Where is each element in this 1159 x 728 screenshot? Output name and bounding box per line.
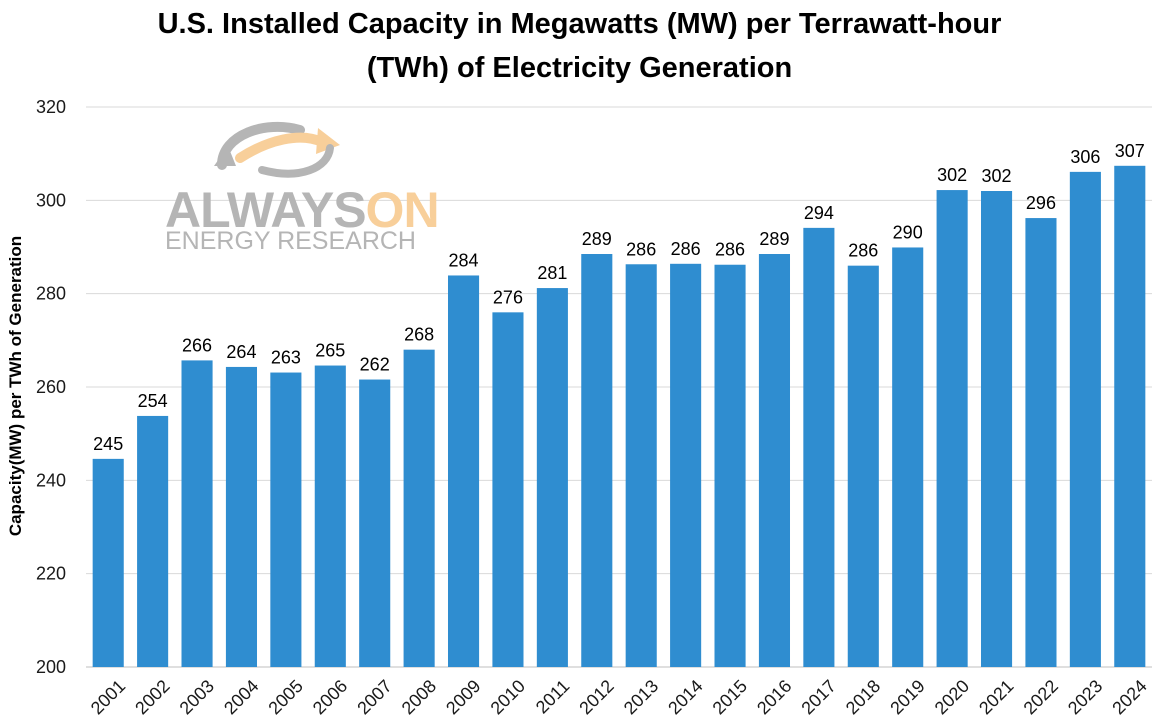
logo-word-always: ALWAYS <box>165 182 366 238</box>
bar <box>92 458 124 667</box>
chart-title: U.S. Installed Capacity in Megawatts (MW… <box>0 2 1159 90</box>
bar <box>625 264 657 667</box>
data-label: 264 <box>226 342 256 362</box>
bar <box>670 263 702 667</box>
svg-text:ALWAYSON: ALWAYSON <box>165 182 439 238</box>
x-axis-ticks: 2001 2002 2003 2004 2005 2006 2007 2008 2009 2010… <box>87 676 1151 718</box>
bar <box>714 264 746 667</box>
gridlines <box>86 106 1152 668</box>
data-label: 294 <box>804 203 834 223</box>
logo-subtitle: ENERGY RESEARCH <box>165 227 416 255</box>
x-tick-label: 2012 <box>575 676 617 718</box>
data-label: 307 <box>1115 141 1145 161</box>
x-tick-label: 2017 <box>797 676 839 718</box>
x-tick-label: 2011 <box>532 676 574 718</box>
data-label: 268 <box>404 325 434 345</box>
bars <box>92 165 1146 668</box>
bar <box>181 360 213 667</box>
data-label: 296 <box>1026 193 1056 213</box>
bar <box>492 312 524 667</box>
bar <box>137 415 169 667</box>
data-label: 286 <box>715 240 745 260</box>
bar <box>225 366 258 667</box>
x-tick-label: 2001 <box>87 676 129 718</box>
x-tick-label: 2013 <box>620 676 662 718</box>
data-label: 286 <box>626 239 656 259</box>
y-tick-label: 240 <box>36 470 66 490</box>
bar <box>758 254 791 667</box>
data-label: 262 <box>360 355 390 375</box>
data-label: 281 <box>537 263 567 283</box>
x-tick-label: 2023 <box>1064 676 1106 718</box>
swoosh-arrows-icon <box>214 121 340 178</box>
x-tick-label: 2016 <box>753 676 795 718</box>
data-labels: 245 254 266 264 263 265 262 268 284 276 281 289 286 2… <box>93 141 1145 454</box>
logo-word-on: ON <box>366 182 439 238</box>
x-tick-label: 2022 <box>1020 676 1062 718</box>
x-tick-label: 2004 <box>220 676 262 718</box>
y-axis-label: Capacity(MW) per TWh of Generation <box>6 236 25 536</box>
x-tick-label: 2024 <box>1108 676 1150 718</box>
x-tick-label: 2019 <box>886 676 928 718</box>
x-tick-label: 2009 <box>442 676 484 718</box>
y-tick-label: 300 <box>36 190 66 210</box>
x-tick-label: 2005 <box>264 676 306 718</box>
x-tick-label: 2008 <box>398 676 440 718</box>
data-label: 276 <box>493 287 523 307</box>
bar <box>536 288 568 667</box>
y-tick-label: 260 <box>36 377 66 397</box>
chart-title-line-1: U.S. Installed Capacity in Megawatts (MW… <box>157 8 1002 40</box>
bar <box>980 191 1013 667</box>
bar <box>847 265 879 667</box>
bar <box>447 275 480 667</box>
bar <box>359 379 391 667</box>
data-label: 306 <box>1070 147 1100 167</box>
x-tick-label: 2018 <box>842 676 884 718</box>
data-label: 263 <box>271 348 301 368</box>
bar <box>1069 171 1101 667</box>
alwayson-logo: ALWAYSON ENERGY RESEARCH <box>165 121 440 255</box>
x-tick-label: 2003 <box>176 676 218 718</box>
data-label: 266 <box>182 335 212 355</box>
bar <box>1025 218 1057 668</box>
x-tick-label: 2015 <box>709 676 751 718</box>
bar <box>1114 165 1146 668</box>
data-label: 289 <box>582 229 612 249</box>
x-tick-label: 2021 <box>975 676 1017 718</box>
chart-title-line-2: (TWh) of Electricity Generation <box>366 52 793 84</box>
y-tick-label: 200 <box>36 657 66 677</box>
bar <box>270 372 302 667</box>
bar <box>314 365 346 667</box>
x-tick-label: 2002 <box>131 676 173 718</box>
y-tick-label: 280 <box>36 284 66 304</box>
data-label: 286 <box>671 239 701 259</box>
bar <box>936 190 968 668</box>
y-tick-label: 320 <box>36 97 66 117</box>
x-tick-label: 2020 <box>931 676 973 718</box>
data-label: 302 <box>982 166 1012 186</box>
data-label: 254 <box>138 391 168 411</box>
bar <box>581 254 613 667</box>
x-tick-label: 2006 <box>309 676 351 718</box>
x-tick-label: 2007 <box>353 676 395 718</box>
bar <box>892 247 924 667</box>
data-label: 284 <box>449 250 479 270</box>
bar <box>403 349 435 667</box>
x-tick-label: 2010 <box>487 676 529 718</box>
y-axis-ticks: 200 220 240 260 280 300 320 <box>36 97 66 677</box>
data-label: 290 <box>893 222 923 242</box>
data-label: 286 <box>848 241 878 261</box>
y-tick-label: 220 <box>36 564 66 584</box>
data-label: 289 <box>759 229 789 249</box>
x-tick-label: 2014 <box>664 676 706 718</box>
data-label: 265 <box>315 341 345 361</box>
data-label: 302 <box>937 165 967 185</box>
data-label: 245 <box>93 434 123 454</box>
bar <box>803 227 835 667</box>
